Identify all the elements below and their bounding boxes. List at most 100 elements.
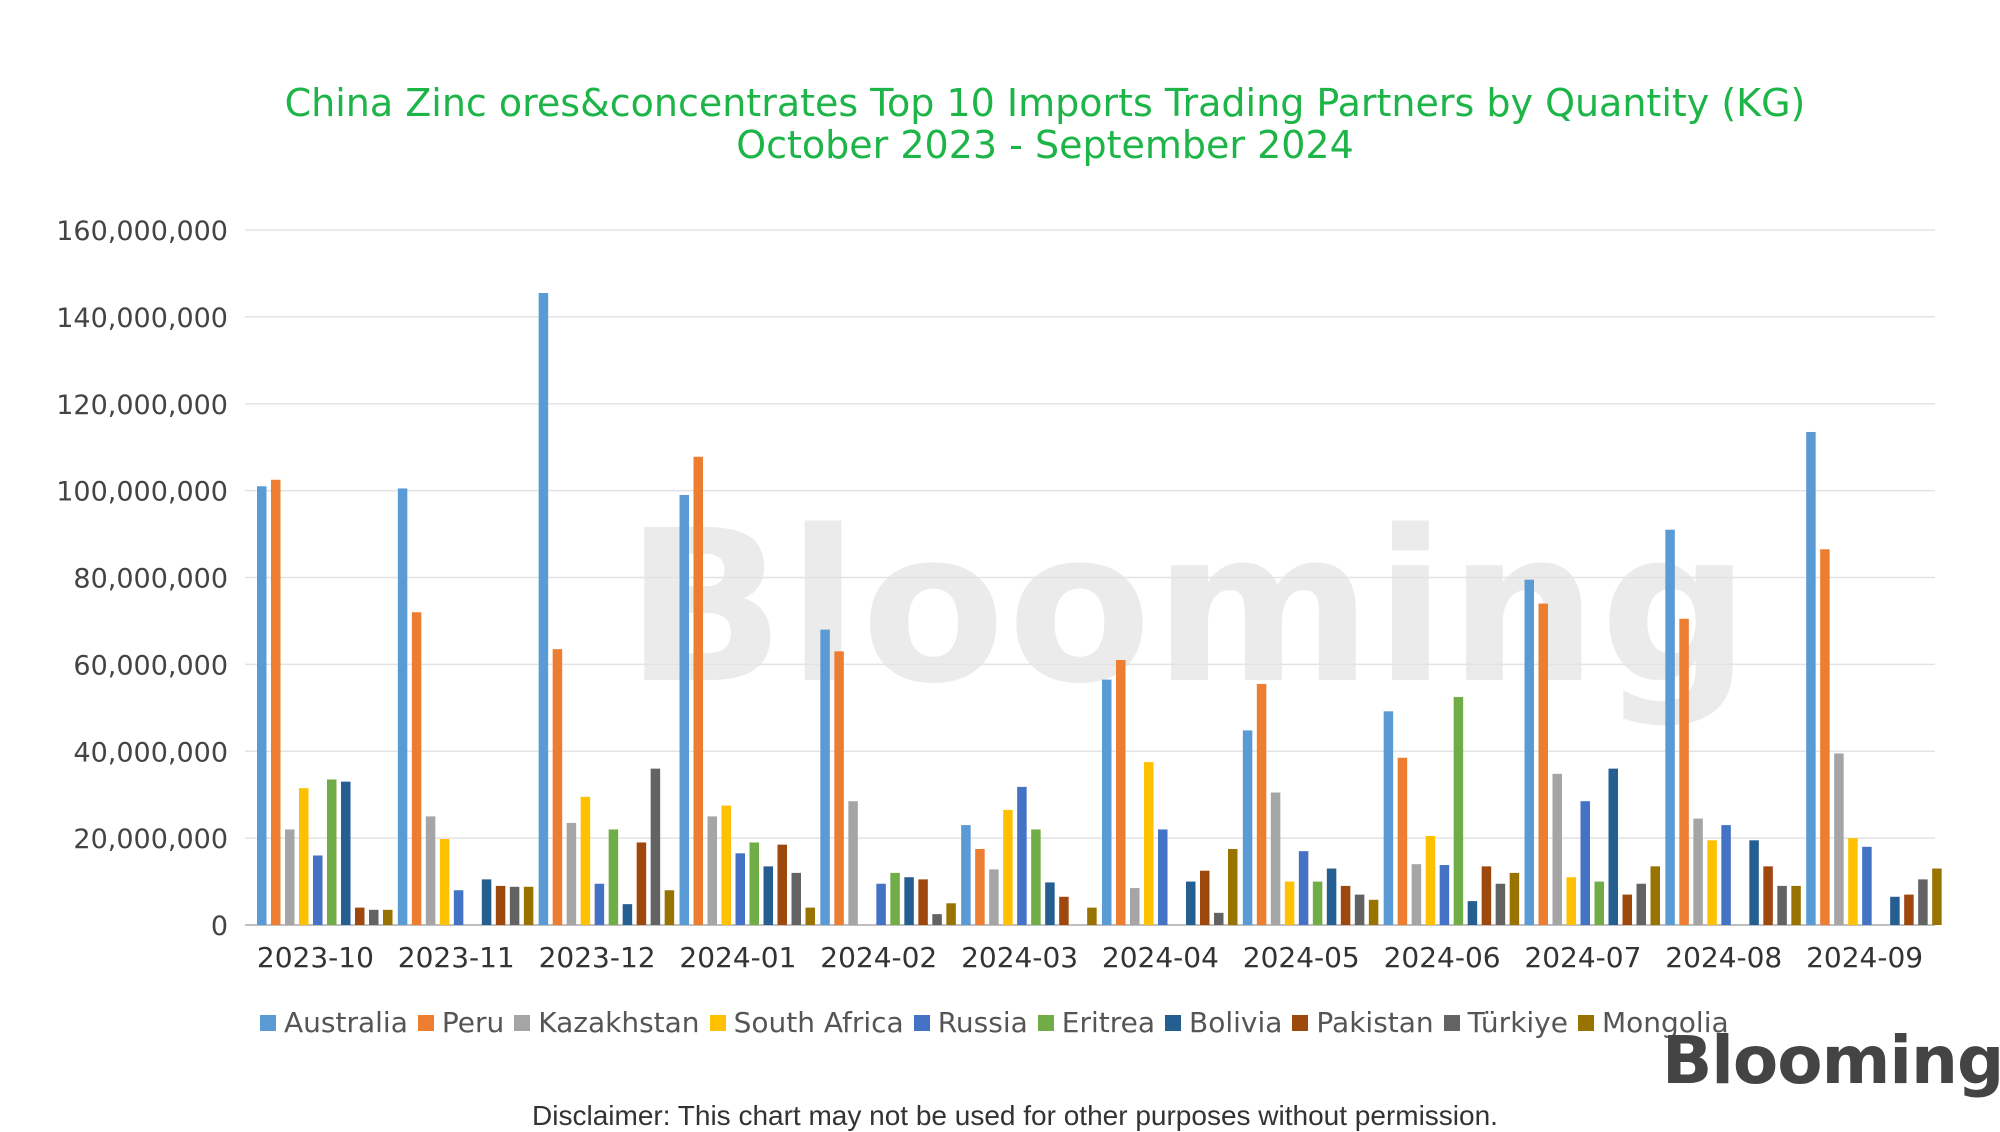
legend-item: Kazakhstan [514, 1006, 700, 1039]
y-axis-tick-labels: 0 20,000,000 40,000,000 60,000,000 80,000,00… [56, 216, 228, 942]
bar-t-rkiye-2024-05 [1354, 894, 1365, 925]
bar-pakistan-2023-10 [355, 907, 365, 925]
legend-swatch [1292, 1014, 1309, 1031]
legend-swatch [1165, 1014, 1182, 1031]
bar-south-africa-2024-09 [1848, 838, 1858, 925]
legend: Australia Peru Kazakhstan South Africa Russi… [260, 1006, 1739, 1039]
bar-t-rkiye-2023-12 [650, 768, 661, 925]
bar-russia-2023-12 [594, 883, 605, 925]
bar-pakistan-2024-08 [1763, 866, 1773, 925]
legend-label: Peru [441, 1006, 505, 1039]
bar-australia-2024-08 [1665, 529, 1675, 925]
bar-mongolia-2024-07 [1650, 866, 1660, 925]
bar-bolivia-2024-08 [1749, 840, 1759, 925]
legend-item: Australia [260, 1006, 408, 1039]
bar-pakistan-2024-06 [1481, 866, 1492, 925]
bar-peru-2024-07 [1538, 603, 1548, 925]
bar-kazakhstan-2023-11 [425, 816, 436, 925]
bar-kazakhstan-2023-12 [566, 822, 577, 925]
y-tick-label: 60,000,000 [73, 650, 228, 681]
bar-bolivia-2024-09 [1890, 896, 1900, 925]
bar-kazakhstan-2024-08 [1693, 818, 1703, 925]
bar-kazakhstan-2024-09 [1834, 753, 1844, 925]
bar-south-africa-2024-03 [1003, 809, 1013, 925]
bar-kazakhstan-2024-05 [1270, 792, 1281, 925]
legend-label: South Africa [733, 1006, 904, 1039]
legend-item: Eritrea [1037, 1006, 1156, 1039]
bar-russia-2024-08 [1721, 825, 1731, 925]
bar-pakistan-2024-01 [777, 844, 787, 925]
x-category-label: 2024-08 [1665, 941, 1782, 974]
bar-mongolia-2024-05 [1368, 899, 1379, 925]
legend-swatch [514, 1014, 531, 1031]
bar-russia-2023-10 [313, 855, 323, 925]
legend-label: Bolivia [1189, 1006, 1283, 1039]
bar-south-africa-2024-08 [1707, 840, 1717, 925]
brand-logo: Blooming [1662, 1022, 2000, 1099]
legend-item: South Africa [709, 1006, 904, 1039]
bar-mongolia-2024-08 [1791, 885, 1801, 925]
chart-title: China Zinc ores&concentrates Top 10 Impo… [284, 81, 1806, 125]
bar-peru-2024-09 [1820, 549, 1830, 925]
bar-russia-2024-03 [1017, 786, 1027, 925]
bar-australia-2024-07 [1524, 579, 1534, 925]
bar-australia-2024-05 [1242, 730, 1253, 925]
legend-item: Peru [417, 1006, 505, 1039]
legend-item: Pakistan [1292, 1006, 1434, 1039]
bar-peru-2024-03 [975, 848, 985, 925]
legend-swatch [913, 1014, 930, 1031]
y-tick-label: 120,000,000 [56, 390, 228, 421]
bar-australia-2024-03 [961, 825, 971, 925]
bar-bolivia-2023-10 [341, 781, 351, 925]
bar-australia-2024-04 [1102, 679, 1112, 925]
x-category-label: 2023-12 [539, 941, 656, 974]
bar-bolivia-2024-01 [763, 866, 773, 925]
bar-t-rkiye-2023-11 [509, 886, 520, 925]
bar-russia-2024-06 [1439, 865, 1450, 925]
bar-kazakhstan-2024-04 [1130, 888, 1140, 925]
x-category-label: 2024-01 [679, 941, 796, 974]
legend-label: Türkiye [1467, 1006, 1568, 1039]
bar-eritrea-2024-05 [1312, 881, 1323, 925]
x-category-label: 2024-06 [1384, 941, 1501, 974]
bar-t-rkiye-2023-10 [369, 909, 379, 925]
bar-eritrea-2024-07 [1594, 881, 1604, 925]
bar-pakistan-2024-04 [1200, 870, 1210, 925]
y-tick-label: 0 [211, 911, 228, 942]
x-category-label: 2023-11 [398, 941, 515, 974]
x-category-label: 2024-05 [1243, 941, 1360, 974]
bar-mongolia-2023-10 [383, 909, 393, 925]
bar-australia-2024-01 [679, 494, 689, 925]
legend-swatch [260, 1014, 276, 1031]
x-category-label: 2024-02 [820, 941, 937, 974]
bar-peru-2024-06 [1397, 757, 1408, 925]
legend-swatch [1443, 1014, 1460, 1031]
bar-bolivia-2024-07 [1608, 768, 1618, 925]
bar-mongolia-2024-06 [1509, 872, 1520, 925]
bar-bolivia-2023-12 [622, 904, 633, 925]
bar-eritrea-2024-01 [749, 842, 759, 925]
bar-bolivia-2024-02 [904, 877, 914, 925]
bar-australia-2023-11 [397, 488, 408, 925]
legend-label: Australia [284, 1006, 408, 1039]
x-category-label: 2023-10 [257, 941, 374, 974]
legend-label: Eritrea [1061, 1006, 1156, 1039]
bar-mongolia-2024-09 [1932, 868, 1942, 925]
legend-swatch [709, 1014, 726, 1031]
y-tick-label: 80,000,000 [73, 564, 228, 595]
y-tick-label: 100,000,000 [56, 477, 228, 508]
bar-peru-2024-01 [693, 456, 703, 925]
bar-australia-2023-10 [257, 486, 267, 925]
legend-item: Türkiye [1443, 1006, 1568, 1039]
bar-t-rkiye-2024-04 [1214, 912, 1224, 925]
bar-pakistan-2023-12 [636, 842, 647, 925]
bar-south-africa-2024-04 [1144, 762, 1154, 925]
bar-peru-2023-10 [271, 479, 281, 925]
chart-subtitle: October 2023 - September 2024 [736, 123, 1354, 167]
bar-mongolia-2024-03 [1087, 907, 1097, 925]
legend-label: Russia [937, 1006, 1028, 1039]
x-category-label: 2024-09 [1806, 941, 1923, 974]
bar-kazakhstan-2024-01 [707, 816, 717, 925]
bar-south-africa-2023-10 [299, 788, 309, 925]
